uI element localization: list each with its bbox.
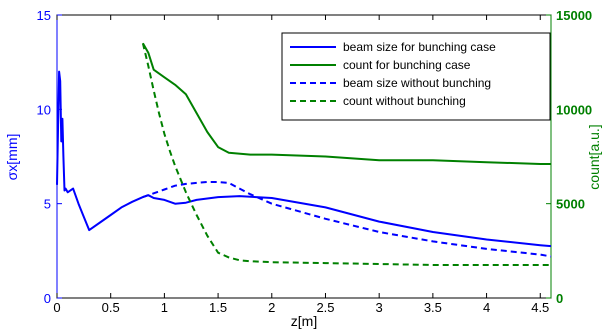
x-tick-label: 0 xyxy=(53,300,60,315)
right-y-tick-label: 0 xyxy=(556,291,563,306)
left-y-tick-label: 5 xyxy=(44,197,51,212)
legend: beam size for bunching case count for bun… xyxy=(281,32,551,121)
x-tick-label: 4 xyxy=(483,300,490,315)
left-y-axis-label: σx[mm] xyxy=(4,134,20,181)
legend-entry: count without bunching xyxy=(343,94,466,108)
right-y-tick-label: 10000 xyxy=(556,102,592,117)
x-tick-label: 3.5 xyxy=(424,300,442,315)
x-tick-label: 2.5 xyxy=(316,300,334,315)
left-y-tick-label: 10 xyxy=(37,102,51,117)
left-y-tick-label: 15 xyxy=(37,8,51,23)
x-tick-label: 0.5 xyxy=(102,300,120,315)
x-tick-label: 4.5 xyxy=(531,300,549,315)
x-tick-label: 1 xyxy=(161,300,168,315)
legend-entry: beam size for bunching case xyxy=(343,40,496,54)
x-tick-label: 2 xyxy=(268,300,275,315)
series-line-beam-size-for-bunching-case xyxy=(56,70,552,248)
right-y-axis-label: count[a.u.] xyxy=(586,124,602,189)
right-y-tick-label: 15000 xyxy=(556,8,592,23)
series-line-beam-size-without-bunching xyxy=(142,181,552,258)
x-tick-label: 1.5 xyxy=(209,300,227,315)
series-line-count-without-bunching xyxy=(141,43,551,266)
right-y-tick-label: 5000 xyxy=(556,197,585,212)
x-tick-label: 3 xyxy=(376,300,383,315)
x-axis-label: z[m] xyxy=(291,313,317,329)
legend-entry: count for bunching case xyxy=(343,58,471,72)
series-line-count-for-bunching-case xyxy=(142,42,551,165)
left-y-tick-label: 0 xyxy=(44,291,51,306)
legend-entry: beam size without bunching xyxy=(343,76,491,90)
